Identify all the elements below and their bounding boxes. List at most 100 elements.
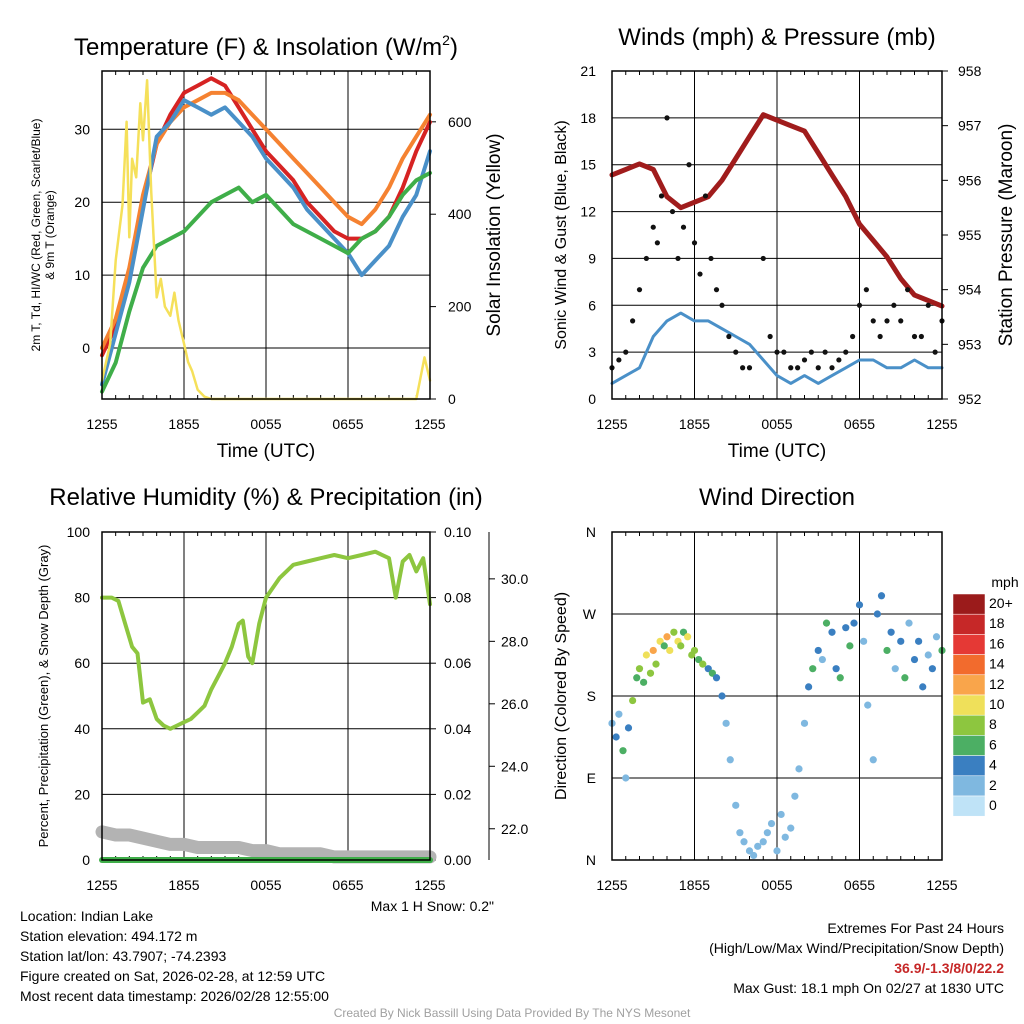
gust-point — [643, 255, 649, 262]
direction-point — [754, 842, 762, 850]
direction-point — [873, 610, 881, 618]
gust-point — [691, 240, 698, 246]
direction-point — [901, 674, 909, 682]
y-axis-label: Percent, Precipitation (Green), & Snow D… — [36, 545, 51, 848]
y2-tick-label: 952 — [958, 391, 982, 407]
figure-created: Figure created on Sat, 2026-02-28, at 12… — [20, 968, 326, 984]
gust-point — [932, 349, 938, 355]
direction-point — [663, 633, 671, 641]
gust-point — [911, 333, 918, 340]
gust-point — [767, 333, 773, 340]
y3-tick-label: 26.0 — [501, 696, 528, 712]
y3-tick-label: 28.0 — [501, 633, 528, 649]
direction-point — [704, 665, 712, 673]
direction-point — [809, 665, 817, 673]
direction-point — [633, 674, 641, 682]
legend-label: 8 — [989, 716, 997, 732]
y2-tick-label: 957 — [958, 118, 982, 134]
y2-tick-label: 955 — [958, 227, 982, 243]
gust-point — [788, 365, 794, 371]
direction-point — [677, 642, 685, 650]
plot-frame — [611, 531, 943, 861]
direction-point — [629, 696, 637, 705]
plot-frame — [101, 531, 431, 861]
x-tick-label: 1855 — [679, 416, 710, 432]
direction-point — [656, 637, 664, 645]
recent-timestamp: Most recent data timestamp: 2026/02/28 1… — [20, 988, 329, 1004]
direction-point — [883, 646, 891, 655]
y-tick-label: 0 — [82, 340, 90, 356]
x-tick-label: 0655 — [844, 877, 875, 893]
legend-swatch — [952, 775, 986, 797]
gust-point — [829, 365, 835, 371]
extremes-box: Extremes For Past 24 Hours (High/Low/Max… — [709, 918, 1004, 998]
gust-point — [760, 255, 766, 262]
y2-tick-label: 954 — [958, 282, 982, 298]
direction-point — [679, 628, 688, 636]
y-tick-label: 6 — [588, 297, 596, 313]
direction-point — [818, 655, 826, 664]
legend-swatch — [952, 654, 986, 676]
series-line-rh — [100, 549, 432, 731]
legend-swatch — [952, 694, 986, 716]
y-axis-label: 2m T, Td, HI/WC (Red, Green, Scarlet/Blu… — [29, 119, 43, 352]
x-tick-label: 1855 — [168, 877, 199, 893]
y-tick-label: 0 — [588, 391, 596, 407]
direction-point — [763, 829, 771, 837]
y-tick-label: N — [586, 524, 596, 540]
gust-point — [836, 357, 842, 363]
direction-point — [814, 646, 822, 655]
direction-point — [850, 619, 858, 627]
direction-point — [910, 655, 919, 664]
y-tick-label: 12 — [580, 204, 596, 220]
credit-line: Created By Nick Bassill Using Data Provi… — [333, 1006, 691, 1020]
direction-point — [855, 601, 864, 609]
gust-point — [801, 357, 808, 363]
direction-point — [891, 665, 899, 673]
gust-point — [822, 349, 828, 355]
direction-point — [781, 833, 789, 841]
series-line-pressure — [609, 112, 945, 309]
x-tick-label: 0055 — [761, 416, 792, 432]
legend-label: 18 — [989, 615, 1005, 631]
direction-point — [635, 665, 644, 673]
gust-point — [891, 302, 897, 308]
direction-point — [777, 810, 785, 819]
x-axis-label: Time (UTC) — [728, 441, 827, 462]
direction-point — [832, 665, 840, 673]
direction-point — [684, 633, 692, 641]
direction-point — [800, 719, 809, 727]
legend-swatch — [952, 674, 986, 696]
gust-point — [726, 333, 732, 340]
gust-point — [774, 349, 780, 355]
direction-point — [897, 637, 905, 645]
y-tick-label: 40 — [74, 721, 90, 737]
direction-point — [750, 851, 758, 860]
direction-point — [869, 756, 877, 764]
y-tick-label: 20 — [74, 194, 90, 210]
direction-point — [877, 592, 886, 600]
gust-point — [905, 287, 911, 293]
gust-point — [843, 349, 849, 355]
extremes-title: Extremes For Past 24 Hours — [827, 920, 1004, 936]
direction-point — [836, 674, 844, 682]
y-axis-label: Sonic Wind & Gust (Blue, Black) — [553, 120, 570, 349]
legend-label: 4 — [989, 757, 997, 773]
direction-point — [842, 624, 850, 632]
direction-point — [660, 642, 668, 650]
y2-tick-label: 0.10 — [444, 524, 471, 540]
direction-point — [612, 733, 620, 741]
gust-point — [884, 318, 890, 324]
direction-point — [919, 683, 927, 691]
y3-tick-label: 22.0 — [501, 821, 528, 837]
direction-point — [718, 692, 726, 700]
x-tick-label: 0655 — [332, 877, 363, 893]
series-line-td — [100, 171, 432, 394]
direction-point — [736, 829, 744, 837]
y-tick-label: 80 — [74, 590, 90, 606]
legend-label: 16 — [989, 635, 1005, 651]
gust-point — [781, 349, 787, 355]
y2-tick-label: 958 — [958, 63, 982, 79]
y-tick-label: 18 — [580, 110, 596, 126]
